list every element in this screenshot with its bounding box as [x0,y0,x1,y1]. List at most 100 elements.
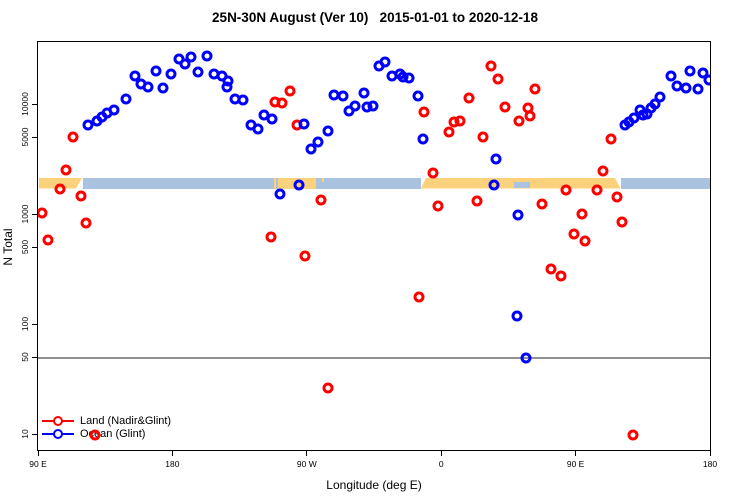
data-point-land [591,184,603,196]
data-point-ocean [165,68,177,80]
data-point-ocean [520,352,532,364]
data-point-land [477,131,489,143]
data-point-land [463,92,475,104]
y-tick-mark [32,103,38,105]
x-tick-label: 90 W [296,459,317,469]
data-point-land [485,60,497,72]
y-tick-label: 50 [20,352,30,362]
data-point-ocean [417,133,429,145]
data-point-ocean [120,93,132,105]
y-tick-mark [32,246,38,248]
data-point-ocean [367,100,379,112]
data-point-ocean [293,179,305,191]
data-point-ocean [266,113,278,125]
data-point-land [427,167,439,179]
data-point-ocean [142,81,154,93]
x-tick-label: 90 E [566,459,585,469]
data-point-land [616,216,628,228]
plot-area [37,41,711,451]
strip-segment-ocean [83,177,275,189]
data-point-land [413,291,425,303]
data-point-land [568,228,580,240]
data-point-ocean [349,100,361,112]
data-point-land [605,133,617,145]
data-point-ocean [379,56,391,68]
data-point-land [284,85,296,97]
data-point-land [513,115,525,127]
data-point-ocean [412,90,424,102]
reference-line-50 [38,357,710,360]
legend-label: Land (Nadir&Glint) [80,414,172,427]
data-point-ocean [403,72,415,84]
y-tick-mark [32,356,38,358]
x-tick-mark [575,451,577,456]
x-tick-label: 180 [165,459,180,469]
data-point-land [576,208,588,220]
data-point-ocean [654,91,666,103]
data-point-land [627,429,639,441]
data-point-ocean [488,179,500,191]
strip-segment-land [39,178,83,189]
data-point-ocean [512,209,524,221]
data-point-land [499,101,511,113]
data-point-ocean [108,104,120,116]
y-tick-label: 1000 [20,204,30,224]
data-point-ocean [692,83,704,95]
data-point-land [545,263,557,275]
data-point-land [454,115,466,127]
data-point-ocean [697,67,709,79]
data-point-ocean [237,94,249,106]
x-tick-mark [37,451,39,456]
x-tick-mark [306,451,308,456]
x-tick-mark [709,451,711,456]
data-point-land [597,165,609,177]
legend-symbol [42,428,74,439]
chart-title: 25N-30N August (Ver 10) 2015-01-01 to 20… [212,10,538,25]
data-point-ocean [490,153,502,165]
x-tick-mark [440,451,442,456]
legend-circle-icon [53,428,63,439]
data-point-land [432,200,444,212]
data-point-ocean [82,119,94,131]
data-point-ocean [179,58,191,70]
strip-segment-ocean [513,182,530,189]
data-point-land [524,110,536,122]
data-point-land [67,131,79,143]
data-point-land [611,191,623,203]
data-point-land [529,83,541,95]
strip-segment-ocean [316,177,421,189]
data-point-ocean [680,82,692,94]
data-point-ocean [129,70,141,82]
data-point-ocean [337,90,349,102]
legend-symbol [42,415,74,426]
y-tick-mark [32,213,38,215]
data-point-land [265,231,277,243]
data-point-land [418,106,430,118]
y-tick-label: 5000 [20,127,30,147]
data-point-ocean [157,82,169,94]
data-point-land [579,235,591,247]
data-point-ocean [150,65,162,77]
y-axis-title: N Total [1,228,15,266]
strip-segment-ocean [275,177,278,189]
data-point-ocean [322,125,334,137]
data-point-land [471,195,483,207]
data-point-ocean [192,66,204,78]
data-point-land [299,250,311,262]
data-point-ocean [305,143,317,155]
data-point-land [75,190,87,202]
data-point-land [54,183,66,195]
y-tick-label: 100 [20,316,30,332]
data-point-ocean [684,65,696,77]
strip-segment-land [321,177,325,182]
y-tick-label: 500 [20,240,30,255]
data-point-ocean [703,74,710,86]
data-point-ocean [298,118,310,130]
x-tick-label: 90 E [29,459,47,469]
data-point-land [536,198,548,210]
x-tick-label: 180 [702,459,718,469]
data-point-ocean [511,310,523,322]
data-point-ocean [185,51,197,63]
data-point-land [38,207,48,219]
data-point-land [322,382,334,394]
